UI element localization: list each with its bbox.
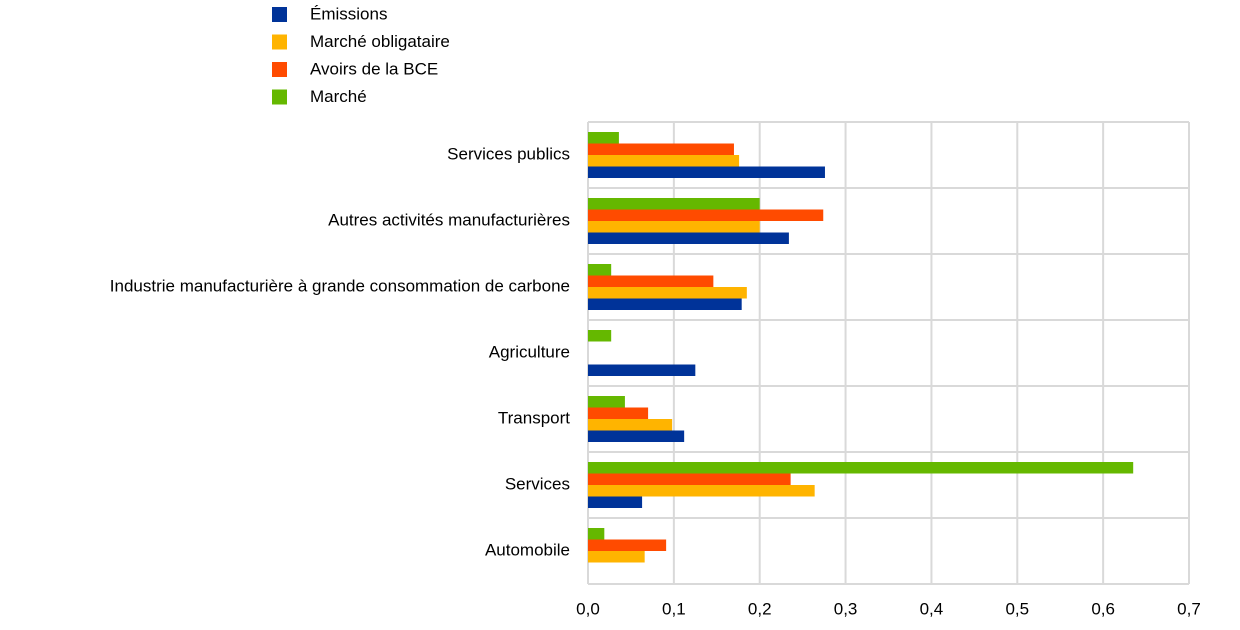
- x-tick-label: 0,7: [1177, 599, 1201, 618]
- x-tick-label: 0,3: [834, 599, 858, 618]
- bar: [588, 232, 789, 244]
- bar: [588, 528, 605, 540]
- x-tick-label: 0,4: [920, 599, 944, 618]
- bar: [588, 198, 760, 210]
- y-tick-label: Autres activités manufacturières: [328, 210, 570, 229]
- bar: [588, 462, 1134, 474]
- legend-label: Marché obligataire: [310, 32, 450, 51]
- bar: [588, 539, 667, 551]
- bar: [588, 396, 625, 408]
- legend-swatch: [272, 7, 287, 22]
- bar: [588, 419, 673, 431]
- bar: [588, 496, 643, 508]
- bar: [588, 287, 747, 299]
- y-tick-label: Industrie manufacturière à grande consom…: [110, 276, 570, 295]
- legend-swatch: [272, 62, 287, 77]
- bar: [588, 221, 760, 233]
- bar: [588, 264, 612, 276]
- x-tick-label: 0,0: [576, 599, 600, 618]
- y-tick-label: Transport: [498, 408, 570, 427]
- x-tick-label: 0,2: [748, 599, 772, 618]
- legend-label: Marché: [310, 87, 367, 106]
- legend-swatch: [272, 89, 287, 105]
- y-tick-label: Services: [505, 474, 570, 493]
- bar: [588, 209, 824, 221]
- bar: [588, 485, 815, 497]
- bar: [588, 166, 825, 178]
- bar: [588, 407, 649, 419]
- x-tick-label: 0,1: [662, 599, 686, 618]
- bar: [588, 132, 619, 144]
- y-tick-label: Automobile: [485, 540, 570, 559]
- y-tick-label: Agriculture: [489, 342, 570, 361]
- bar: [588, 275, 714, 287]
- x-tick-label: 0,5: [1005, 599, 1029, 618]
- bar: [588, 473, 791, 485]
- legend-label: Avoirs de la BCE: [310, 59, 438, 78]
- x-tick-label: 0,6: [1091, 599, 1115, 618]
- bar: [588, 143, 734, 155]
- y-tick-label: Services publics: [447, 144, 570, 163]
- bar: [588, 330, 612, 342]
- bar: [588, 298, 742, 310]
- bar: [588, 551, 645, 563]
- bar: [588, 155, 740, 167]
- bar: [588, 430, 685, 442]
- legend-label: Émissions: [310, 4, 387, 23]
- legend-swatch: [272, 34, 287, 50]
- bar: [588, 364, 696, 376]
